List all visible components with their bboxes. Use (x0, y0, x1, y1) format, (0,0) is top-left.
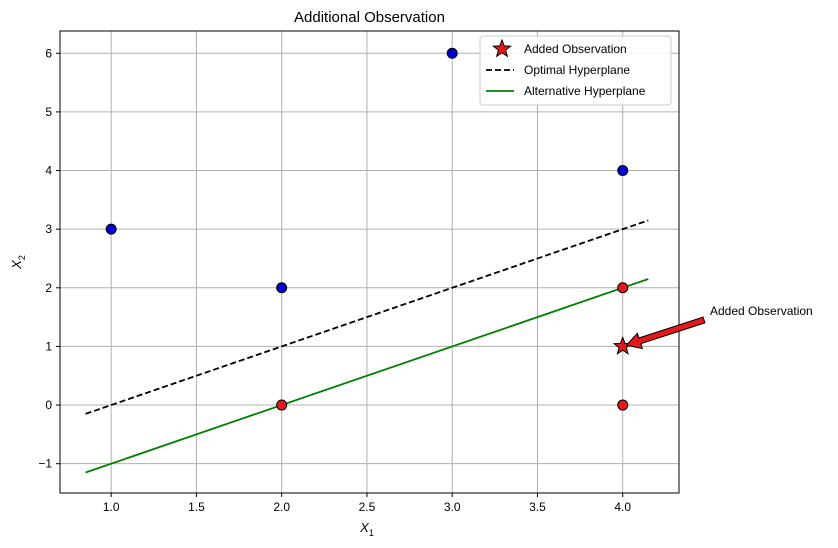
legend-label: Alternative Hyperplane (524, 84, 646, 98)
legend-box (479, 35, 672, 106)
y-axis-label: X2 (9, 255, 27, 270)
y-tick-label: 4 (45, 164, 52, 178)
y-tick-label: 3 (45, 222, 52, 236)
added-observation-annotation: Added Observation (625, 304, 813, 350)
legend-star-marker (492, 38, 512, 58)
data-point (276, 282, 288, 294)
data-point (105, 223, 117, 235)
data-points (105, 47, 633, 411)
plot-frame (59, 30, 680, 494)
data-point (617, 399, 629, 411)
y-tick-label: 0 (45, 398, 52, 412)
data-point (446, 47, 458, 59)
x-tick-label: 3.5 (529, 500, 546, 514)
x-tick-label: 1.0 (103, 500, 120, 514)
chart-title: Additional Observation (294, 9, 445, 26)
x-tick-label: 3.0 (444, 500, 461, 514)
data-point (617, 282, 629, 294)
data-point (617, 165, 629, 177)
annotation-arrow (625, 316, 706, 350)
hyperplane-lines (85, 219, 649, 474)
x-tick-label: 2.5 (359, 500, 376, 514)
x-tick-label: 1.5 (188, 500, 205, 514)
axis-ticks: 1.0 1.5 2.0 2.5 3.0 3.5 4.0 −1 0 1 2 3 4 5 6 (38, 46, 631, 514)
y-tick-label: −1 (38, 457, 52, 471)
x-tick-label: 4.0 (614, 500, 631, 514)
optimal-hyperplane-line (85, 219, 649, 415)
plot-area (60, 31, 679, 493)
grid (60, 31, 679, 493)
y-tick-label: 6 (45, 46, 52, 60)
x-axis-label: X1 (359, 520, 374, 538)
x-tick-label: 2.0 (273, 500, 290, 514)
data-point (276, 399, 288, 411)
legend: Added Observation Optimal Hyperplane Alter… (479, 35, 672, 106)
legend-label: Added Observation (524, 42, 627, 56)
y-tick-label: 5 (45, 105, 52, 119)
alternative-hyperplane-line (85, 278, 649, 474)
y-tick-label: 1 (45, 339, 52, 353)
legend-label: Optimal Hyperplane (524, 63, 630, 77)
annotation-label: Added Observation (710, 304, 813, 318)
y-tick-label: 2 (45, 281, 52, 295)
